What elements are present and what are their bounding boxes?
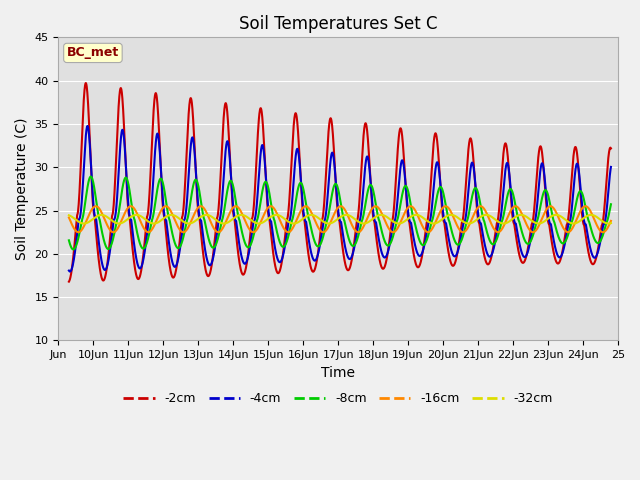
-32cm xyxy=(325,221,333,227)
-2cm xyxy=(237,267,245,273)
Text: BC_met: BC_met xyxy=(67,47,119,60)
-8cm xyxy=(87,174,95,180)
-4cm xyxy=(66,269,74,275)
-16cm xyxy=(444,204,451,210)
-32cm xyxy=(513,214,520,219)
-16cm xyxy=(511,204,519,209)
Line: -32cm: -32cm xyxy=(69,215,611,224)
-4cm xyxy=(444,229,451,235)
-16cm xyxy=(409,204,417,210)
-8cm xyxy=(409,213,417,218)
-8cm xyxy=(513,208,520,214)
-8cm xyxy=(237,226,245,231)
-16cm xyxy=(65,215,73,220)
Y-axis label: Soil Temperature (C): Soil Temperature (C) xyxy=(15,118,29,260)
-32cm xyxy=(409,213,417,219)
-2cm xyxy=(607,145,615,151)
-2cm xyxy=(444,242,451,248)
-4cm xyxy=(607,164,615,170)
Line: -4cm: -4cm xyxy=(69,126,611,272)
-32cm xyxy=(472,217,480,223)
-8cm xyxy=(70,247,77,252)
-2cm xyxy=(65,279,73,285)
-4cm xyxy=(472,192,480,198)
-16cm xyxy=(472,207,480,213)
-8cm xyxy=(472,186,480,192)
-8cm xyxy=(444,211,451,217)
-8cm xyxy=(444,212,451,218)
-32cm xyxy=(607,220,615,226)
-16cm xyxy=(444,204,451,210)
-32cm xyxy=(587,212,595,218)
-2cm xyxy=(82,80,90,86)
-2cm xyxy=(472,196,480,202)
-4cm xyxy=(237,252,245,258)
-32cm xyxy=(65,213,73,218)
-16cm xyxy=(513,204,520,209)
Line: -16cm: -16cm xyxy=(69,206,611,232)
-16cm xyxy=(109,229,117,235)
Title: Soil Temperatures Set C: Soil Temperatures Set C xyxy=(239,15,437,33)
-4cm xyxy=(513,224,520,230)
Line: -2cm: -2cm xyxy=(69,83,611,282)
-32cm xyxy=(237,212,244,218)
-16cm xyxy=(607,218,615,224)
-4cm xyxy=(65,268,73,274)
-8cm xyxy=(607,202,615,207)
-2cm xyxy=(409,244,417,250)
-32cm xyxy=(444,213,451,219)
-8cm xyxy=(65,238,73,243)
-2cm xyxy=(513,235,520,240)
-32cm xyxy=(444,213,451,219)
-4cm xyxy=(84,123,92,129)
-16cm xyxy=(237,209,245,215)
Line: -8cm: -8cm xyxy=(69,177,611,250)
-2cm xyxy=(444,241,451,247)
Legend: -2cm, -4cm, -8cm, -16cm, -32cm: -2cm, -4cm, -8cm, -16cm, -32cm xyxy=(118,387,558,410)
X-axis label: Time: Time xyxy=(321,366,355,380)
-4cm xyxy=(409,230,417,236)
-4cm xyxy=(444,228,451,234)
